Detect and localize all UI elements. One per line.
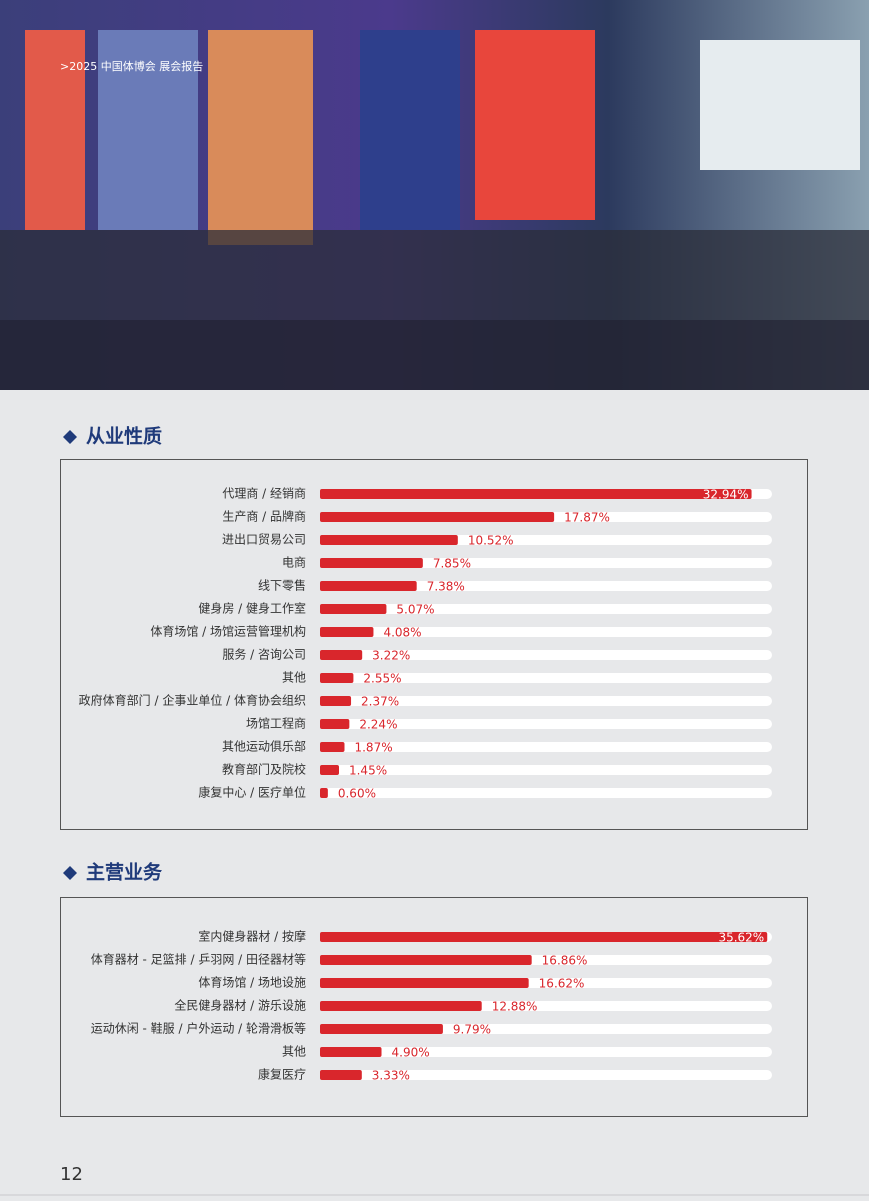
bar: [320, 1047, 382, 1057]
bar: [320, 535, 458, 545]
category-label: 室内健身器材 / 按摩: [198, 929, 306, 944]
category-label: 体育场馆 / 场馆运营管理机构: [150, 624, 306, 639]
section-title: 主营业务: [86, 861, 163, 884]
bar: [320, 696, 352, 706]
bar: [320, 955, 532, 965]
bar-track: [320, 604, 772, 614]
bar-track: [320, 696, 772, 706]
bar: [320, 1070, 362, 1080]
photo: [0, 0, 869, 390]
bar: [320, 788, 328, 798]
bar-track: [320, 673, 772, 683]
category-label: 电商: [282, 555, 306, 570]
category-label: 其他: [282, 671, 306, 685]
bar: [320, 932, 768, 942]
bar: [320, 742, 345, 752]
value-label: 3.22%: [372, 649, 410, 663]
bar: [320, 765, 339, 775]
value-label: 5.07%: [396, 603, 434, 617]
category-label: 康复医疗: [258, 1067, 306, 1082]
bar: [320, 604, 387, 614]
value-label: 4.08%: [383, 626, 421, 640]
category-label: 服务 / 咨询公司: [222, 647, 306, 662]
bar-track: [320, 1070, 772, 1080]
bar: [320, 512, 555, 522]
header-text: >2025 中国体博会 展会报告: [60, 59, 203, 73]
category-label: 体育场馆 / 场地设施: [198, 975, 306, 990]
category-label: 线下零售: [258, 578, 306, 593]
category-label: 政府体育部门 / 企事业单位 / 体育协会组织: [79, 693, 306, 708]
category-label: 康复中心 / 医疗单位: [198, 785, 306, 800]
bar-track: [320, 788, 772, 798]
value-label: 12.88%: [492, 1000, 538, 1014]
category-label: 代理商 / 经销商: [222, 486, 306, 501]
value-label: 1.87%: [354, 741, 392, 755]
value-label: 2.24%: [359, 718, 397, 732]
bar-track: [320, 650, 772, 660]
value-label: 16.62%: [539, 977, 585, 991]
value-label: 0.60%: [338, 787, 376, 801]
category-label: 其他运动俱乐部: [222, 739, 306, 754]
bar-track: [320, 627, 772, 637]
bar: [320, 673, 354, 683]
chart-box: [60, 459, 808, 830]
bar-track: [320, 742, 772, 752]
bar: [320, 1024, 443, 1034]
value-label: 2.37%: [361, 695, 399, 709]
bar: [320, 1001, 482, 1011]
bar-track: [320, 558, 772, 568]
bar: [320, 581, 417, 591]
value-label: 35.62%: [718, 931, 764, 945]
bar-track: [320, 719, 772, 729]
value-label: 1.45%: [349, 764, 387, 778]
value-label: 9.79%: [453, 1023, 491, 1037]
value-label: 7.85%: [433, 557, 471, 571]
title-diamond: [63, 430, 77, 444]
category-label: 体育器材 - 足篮排 / 乒羽网 / 田径器材等: [91, 952, 306, 967]
bar-track: [320, 1047, 772, 1057]
value-label: 32.94%: [703, 488, 749, 502]
category-label: 进出口贸易公司: [222, 533, 306, 547]
bar-track: [320, 765, 772, 775]
bar: [320, 489, 752, 499]
category-label: 教育部门及院校: [222, 762, 306, 777]
chart-box: [60, 897, 808, 1117]
category-label: 其他: [282, 1045, 306, 1059]
bar: [320, 978, 529, 988]
category-label: 健身房 / 健身工作室: [198, 601, 306, 616]
value-label: 7.38%: [427, 580, 465, 594]
bar: [320, 719, 350, 729]
bar: [320, 627, 374, 637]
page-number: 12: [60, 1164, 83, 1185]
value-label: 16.86%: [542, 954, 588, 968]
bar: [320, 558, 423, 568]
value-label: 3.33%: [372, 1069, 410, 1083]
category-label: 生产商 / 品牌商: [222, 509, 306, 524]
value-label: 2.55%: [363, 672, 401, 686]
title-diamond: [63, 866, 77, 880]
section-title: 从业性质: [86, 425, 162, 448]
category-label: 场馆工程商: [246, 716, 306, 731]
bar: [320, 650, 363, 660]
bar-track: [320, 581, 772, 591]
value-label: 10.52%: [468, 534, 514, 548]
value-label: 17.87%: [564, 511, 610, 525]
value-label: 4.90%: [392, 1046, 430, 1060]
category-label: 全民健身器材 / 游乐设施: [174, 998, 306, 1013]
category-label: 运动休闲 - 鞋服 / 户外运动 / 轮滑滑板等: [91, 1021, 306, 1036]
